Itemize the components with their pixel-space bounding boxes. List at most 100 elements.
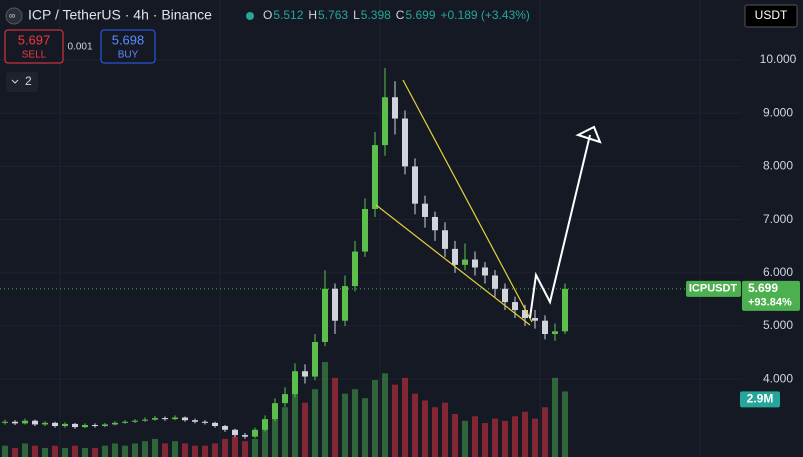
volume-bar [432, 407, 438, 457]
price-tag-value: 5.699 [748, 281, 778, 295]
candle-body [392, 97, 398, 119]
candle-body [302, 371, 308, 377]
volume-bar [272, 414, 278, 457]
volume-bar [472, 416, 478, 457]
volume-bar [342, 393, 348, 457]
candle-body [42, 422, 48, 425]
volume-bar [192, 445, 198, 457]
candle-body [482, 267, 488, 276]
buy-label: BUY [118, 50, 139, 61]
candle-body [112, 422, 118, 425]
volume-bar [462, 420, 468, 457]
candle-body [212, 422, 218, 427]
candle-body [72, 423, 78, 428]
volume-bar [122, 445, 128, 457]
candle-body [342, 286, 348, 321]
logo-glyph: ∞ [9, 10, 15, 20]
currency-button[interactable] [744, 4, 798, 28]
projection-arrow [529, 125, 602, 319]
sell-label: SELL [22, 50, 47, 61]
volume-bar [102, 445, 108, 457]
candle-body [432, 216, 438, 231]
ohlc-value: 5.512 [273, 8, 303, 22]
volume-bar [72, 445, 78, 457]
candle-body [472, 259, 478, 268]
volume-bar [382, 373, 388, 457]
volume-bar [262, 423, 268, 457]
candle-body [122, 421, 128, 423]
arrow-path [529, 134, 591, 319]
candle-body [232, 429, 238, 436]
ohlc-header: O 5.512 H 5.763 L 5.398 C 5.699 +0.189 (+3.43%) [263, 8, 530, 22]
candle-body [372, 145, 378, 209]
candle-body [32, 420, 38, 425]
candle-body [552, 331, 558, 334]
volume-bar [352, 389, 358, 457]
candle-body [282, 394, 288, 404]
buy-price: 5.698 [112, 32, 145, 47]
candle-body [352, 251, 358, 287]
wedge-lower [375, 204, 531, 326]
candle-body [452, 248, 458, 265]
currency: USDT [755, 8, 788, 22]
price-axis: 4.000 5.000 6.000 7.000 8.000 9.000 10.000 ICPU… [686, 52, 800, 408]
candle-body [492, 275, 498, 289]
wedge-drawing [375, 79, 533, 326]
candle-body [382, 97, 388, 146]
ohlc-letter: C [396, 8, 405, 22]
buy-button[interactable] [100, 29, 156, 64]
volume-bar [12, 447, 18, 457]
volume-bar [332, 377, 338, 457]
y-tick-label: 7.000 [763, 212, 793, 226]
symbol-tag [686, 280, 741, 297]
candle-body [242, 435, 248, 437]
volume-bar [32, 445, 38, 457]
candle-body [62, 423, 68, 427]
indicator-toggle[interactable] [6, 72, 38, 92]
volume-bar [552, 377, 558, 457]
candle-body [262, 419, 268, 430]
volume-bar [322, 362, 328, 457]
volume-bar [452, 414, 458, 457]
price-tag-change: +93.84% [748, 297, 792, 309]
volume-bar [522, 411, 528, 457]
volume-bar [502, 420, 508, 457]
volume-bar [182, 443, 188, 457]
candle-body [312, 341, 318, 377]
volume-bar [242, 441, 248, 457]
volume-bar [62, 447, 68, 457]
volume-bar [22, 443, 28, 457]
volume-bar [362, 398, 368, 457]
sell-button[interactable] [4, 29, 64, 64]
candle-body [512, 302, 518, 311]
candle-body [412, 166, 418, 204]
candle-layer [2, 67, 568, 439]
volume-bar [52, 445, 58, 457]
candle-body [192, 420, 198, 422]
candle-body [292, 371, 298, 395]
candle-body [332, 288, 338, 321]
volume-bar [92, 447, 98, 457]
volume-bar [212, 443, 218, 457]
candle-body [2, 421, 8, 423]
volume-bar [202, 445, 208, 457]
candle-body [522, 310, 528, 319]
volume-bar [292, 384, 298, 457]
sell-price: 5.697 [18, 32, 51, 47]
volume-bar [2, 445, 8, 457]
arrow-head [575, 125, 602, 144]
chevron [11, 79, 19, 84]
volume-bar [372, 380, 378, 457]
volume-bar [302, 402, 308, 457]
price-tag [742, 280, 800, 311]
candle-body [442, 230, 448, 249]
candle-body [162, 418, 168, 420]
candle-body [132, 420, 138, 422]
ohlc-letter: H [308, 8, 317, 22]
y-tick-label: 6.000 [763, 265, 793, 279]
volume-bar [542, 407, 548, 457]
volume-bar [562, 391, 568, 457]
y-tick-label: 5.000 [763, 318, 793, 332]
